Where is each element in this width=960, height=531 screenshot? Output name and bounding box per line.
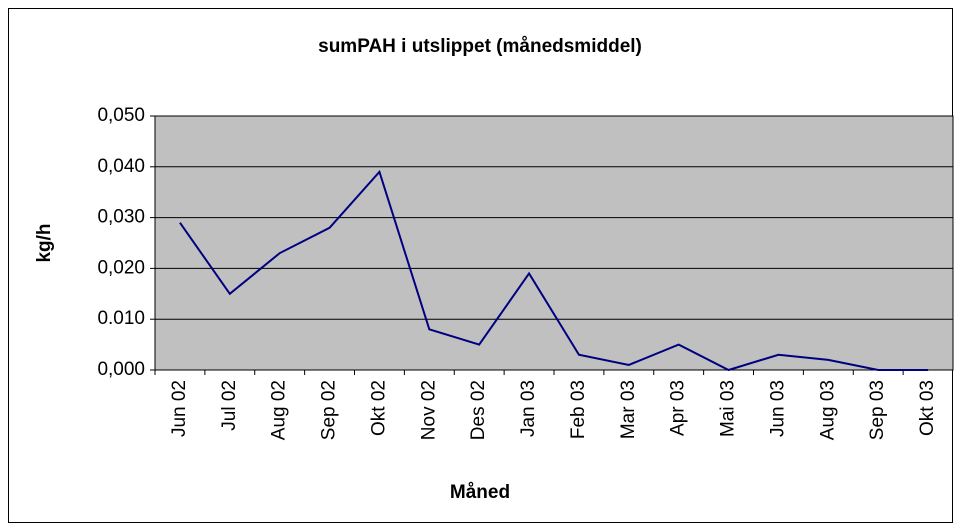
x-tick-label: Jun 02: [169, 380, 190, 437]
chart-title: sumPAH i utslippet (månedsmiddel): [318, 36, 642, 57]
y-tick-label: 0.010: [97, 308, 145, 329]
y-tick-label: 0,000: [97, 359, 145, 380]
y-tick-label: 0,030: [97, 207, 145, 228]
x-tick-label: Jun 03: [767, 380, 788, 437]
y-tick-label: 0,050: [97, 105, 145, 126]
x-tick-label: Mar 03: [618, 380, 639, 439]
x-tick-label: Aug 02: [269, 380, 290, 440]
x-tick-label: Sep 02: [319, 380, 340, 440]
x-tick-label: Aug 03: [817, 380, 838, 440]
x-tick-label: Nov 02: [418, 380, 439, 440]
x-tick-label: Mai 03: [718, 380, 739, 437]
y-tick-label: 0,040: [97, 156, 145, 177]
x-tick-label: Feb 03: [568, 380, 589, 439]
x-tick-label: Okt 02: [368, 380, 389, 436]
x-tick-label: Apr 03: [668, 380, 689, 436]
x-tick-label: Sep 03: [867, 380, 888, 440]
plot-area: [154, 115, 954, 371]
x-tick-label: Okt 03: [917, 380, 938, 436]
y-tick-label: 0,020: [97, 257, 145, 278]
y-axis-label: kg/h: [34, 223, 55, 262]
x-tick-label: Jul 02: [219, 380, 240, 431]
data-line: [179, 169, 929, 372]
x-axis-label: Måned: [450, 482, 510, 503]
x-tick-label: Jan 03: [518, 380, 539, 437]
x-tick-label: Des 02: [468, 380, 489, 440]
